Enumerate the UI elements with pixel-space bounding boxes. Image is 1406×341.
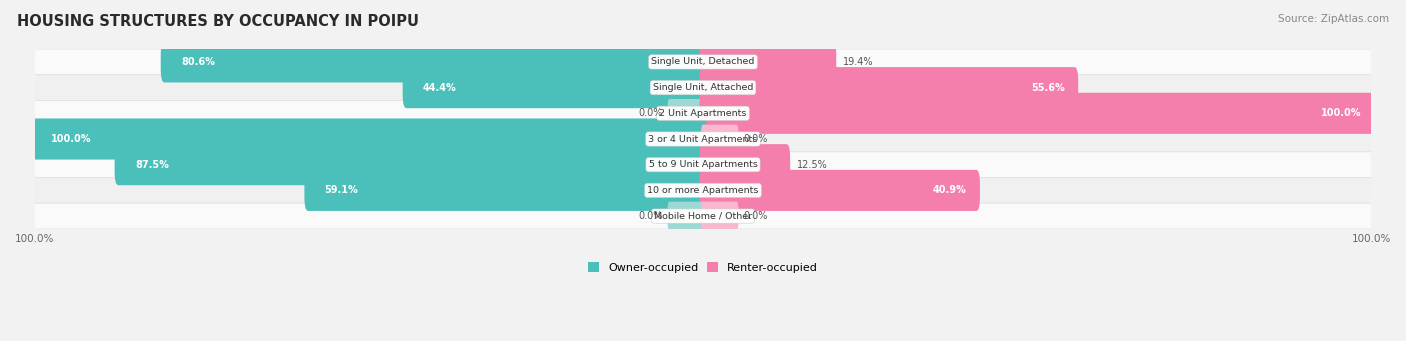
FancyBboxPatch shape [31, 118, 707, 160]
Text: Mobile Home / Other: Mobile Home / Other [654, 211, 752, 221]
FancyBboxPatch shape [699, 170, 980, 211]
Text: 0.0%: 0.0% [638, 211, 662, 221]
Text: 100.0%: 100.0% [52, 134, 91, 144]
FancyBboxPatch shape [35, 49, 1371, 75]
Text: 100.0%: 100.0% [1320, 108, 1361, 118]
Text: 10 or more Apartments: 10 or more Apartments [647, 186, 759, 195]
FancyBboxPatch shape [699, 67, 1078, 108]
Text: 59.1%: 59.1% [325, 186, 359, 195]
FancyBboxPatch shape [35, 203, 1371, 229]
FancyBboxPatch shape [699, 93, 1375, 134]
Text: 0.0%: 0.0% [744, 211, 768, 221]
Text: 5 to 9 Unit Apartments: 5 to 9 Unit Apartments [648, 160, 758, 169]
Text: 19.4%: 19.4% [842, 57, 873, 67]
FancyBboxPatch shape [160, 41, 707, 83]
FancyBboxPatch shape [699, 144, 790, 185]
Text: 0.0%: 0.0% [744, 134, 768, 144]
Text: 2 Unit Apartments: 2 Unit Apartments [659, 109, 747, 118]
Text: Source: ZipAtlas.com: Source: ZipAtlas.com [1278, 14, 1389, 24]
Text: 0.0%: 0.0% [638, 108, 662, 118]
FancyBboxPatch shape [35, 126, 1371, 152]
FancyBboxPatch shape [699, 41, 837, 83]
Text: Single Unit, Attached: Single Unit, Attached [652, 83, 754, 92]
FancyBboxPatch shape [305, 170, 707, 211]
Text: HOUSING STRUCTURES BY OCCUPANCY IN POIPU: HOUSING STRUCTURES BY OCCUPANCY IN POIPU [17, 14, 419, 29]
Legend: Owner-occupied, Renter-occupied: Owner-occupied, Renter-occupied [583, 258, 823, 277]
FancyBboxPatch shape [702, 124, 738, 153]
Text: 55.6%: 55.6% [1031, 83, 1064, 93]
FancyBboxPatch shape [35, 75, 1371, 101]
FancyBboxPatch shape [35, 152, 1371, 178]
Text: 80.6%: 80.6% [181, 57, 215, 67]
FancyBboxPatch shape [702, 202, 738, 231]
Text: 12.5%: 12.5% [797, 160, 827, 170]
Text: Single Unit, Detached: Single Unit, Detached [651, 57, 755, 66]
FancyBboxPatch shape [115, 144, 707, 185]
FancyBboxPatch shape [35, 178, 1371, 203]
FancyBboxPatch shape [35, 101, 1371, 126]
FancyBboxPatch shape [668, 99, 704, 128]
Text: 40.9%: 40.9% [932, 186, 966, 195]
FancyBboxPatch shape [668, 202, 704, 231]
Text: 87.5%: 87.5% [135, 160, 169, 170]
Text: 44.4%: 44.4% [423, 83, 457, 93]
Text: 3 or 4 Unit Apartments: 3 or 4 Unit Apartments [648, 134, 758, 144]
FancyBboxPatch shape [402, 67, 707, 108]
